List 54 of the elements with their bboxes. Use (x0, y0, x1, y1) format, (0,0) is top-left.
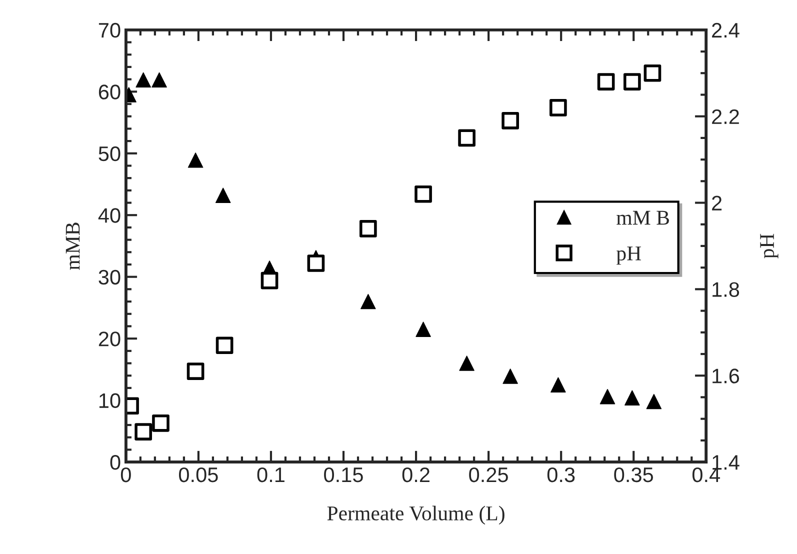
point (136, 72, 151, 88)
legend-label: pH (616, 246, 641, 265)
x-tick-label: 0.1 (257, 467, 284, 482)
legend-label: mM B (616, 210, 669, 225)
y2-tick-label: 1.4 (712, 455, 740, 470)
point (416, 322, 431, 337)
x-axis-title: Permeate Volume (L) (327, 506, 504, 525)
x-tick-label: 0.3 (547, 467, 575, 482)
x-tick-label: 0 (120, 467, 131, 482)
y2-axis-title: pH (760, 234, 778, 258)
x-tick-label: 0.4 (692, 467, 720, 482)
point (646, 394, 662, 410)
point (623, 73, 641, 90)
point (600, 388, 616, 404)
point (307, 254, 325, 272)
y2-tick-label: 1.6 (712, 368, 740, 384)
y2-tick-label: 2 (712, 196, 722, 210)
point (134, 423, 152, 440)
point (459, 356, 474, 371)
y2-tick-label: 2.2 (712, 109, 739, 124)
y-tick-label: 0 (110, 455, 120, 470)
y-tick-label: 70 (98, 22, 120, 38)
y-tick-label: 10 (99, 393, 120, 408)
y-tick-label: 30 (98, 270, 120, 285)
point (359, 220, 377, 238)
point (215, 188, 231, 203)
x-tick-label: 0.25 (469, 467, 508, 482)
point (216, 336, 234, 354)
point (360, 294, 376, 310)
y2-tick-label: 1.8 (712, 282, 740, 297)
x-tick-label: 0.35 (614, 467, 654, 482)
point (152, 414, 170, 432)
x-tick-label: 0.05 (178, 467, 218, 482)
point (597, 73, 615, 90)
y-axis-title: mMB (66, 222, 80, 270)
y-tick-label: 40 (98, 208, 120, 223)
x-tick-label: 0.2 (402, 467, 430, 482)
point (502, 112, 519, 130)
point (152, 72, 167, 88)
point (550, 99, 567, 116)
y-tick-label: 50 (98, 146, 120, 162)
point (502, 368, 518, 384)
point (260, 272, 278, 290)
point (186, 362, 204, 380)
point (644, 64, 662, 82)
point (188, 152, 204, 168)
point (624, 390, 640, 406)
y-tick-label: 60 (98, 84, 120, 100)
point (550, 377, 566, 393)
y2-tick-label: 2.4 (712, 22, 740, 38)
y-tick-label: 20 (98, 332, 120, 346)
point (414, 185, 432, 203)
point (458, 129, 476, 147)
x-tick-label: 0.15 (324, 467, 363, 482)
